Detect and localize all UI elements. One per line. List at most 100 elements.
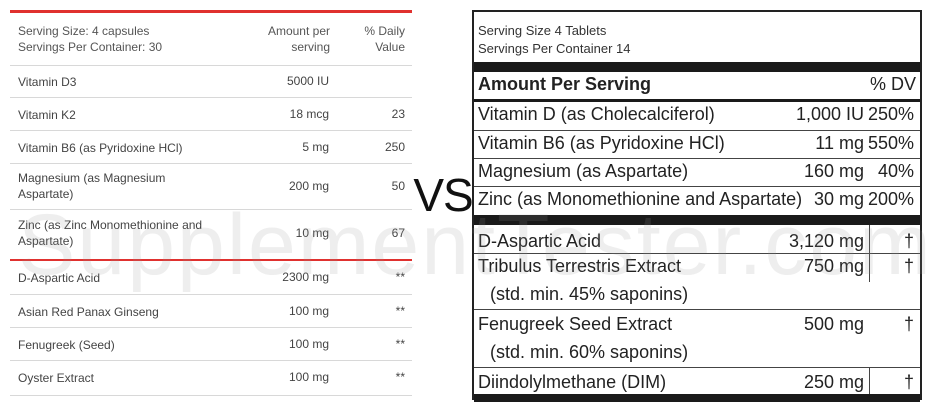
left-header: Serving Size: 4 capsules Servings Per Co…	[10, 13, 412, 70]
right-row-name: Fenugreek Seed Extract	[478, 314, 673, 334]
left-row-name-line1: Magnesium (as Magnesium	[18, 171, 166, 185]
left-row-amount: 5 mg	[302, 140, 329, 154]
left-row: Zinc (as Zinc Monomethionine and Asparta…	[10, 209, 412, 256]
left-supplement-facts: Serving Size: 4 capsules Servings Per Co…	[10, 10, 412, 400]
left-row-amount: 100 mg	[288, 337, 329, 351]
right-column-separator	[869, 254, 870, 282]
left-amount-header: Amount per serving	[248, 23, 330, 55]
left-row-name: Fenugreek (Seed)	[18, 338, 115, 352]
left-row-amount: 200 mg	[288, 179, 329, 193]
right-column-separator	[869, 368, 870, 395]
vs-label: VS	[413, 169, 473, 221]
left-row-amount: 10 mg	[295, 226, 329, 240]
right-row-dv: 40%	[877, 161, 914, 181]
right-row: Fenugreek Seed Extract (std. min. 60% sa…	[474, 309, 920, 368]
right-row-name: Tribulus Terrestris Extract	[478, 256, 682, 276]
right-column-separator	[869, 225, 870, 253]
right-row-amount: 3,120 mg	[788, 231, 864, 251]
right-column-header: Amount Per Serving % DV	[478, 74, 918, 98]
left-row-dv: **	[395, 304, 405, 318]
left-dv-header: % Daily Value	[340, 23, 405, 55]
right-row-dv: †	[903, 231, 914, 251]
left-row-dv: 67	[391, 226, 405, 240]
right-thick-bar	[474, 62, 920, 72]
right-row-amount: 160 mg	[803, 161, 864, 181]
left-serving-size: Serving Size: 4 capsules	[18, 24, 150, 38]
right-section-bar	[474, 215, 920, 225]
left-row-name: Magnesium (as Magnesium Aspartate)	[18, 170, 165, 202]
right-serving-info: Serving Size 4 Tablets Servings Per Cont…	[478, 22, 630, 58]
right-row-amount: 11 mg	[815, 133, 864, 153]
right-row: Vitamin D (as Cholecalciferol) 1,000 IU …	[474, 102, 920, 130]
right-row-name: Vitamin D (as Cholecalciferol)	[478, 104, 715, 124]
right-row-note: (std. min. 60% saponins)	[490, 342, 689, 362]
left-row-name-line1: Zinc (as Zinc Monomethionine and	[18, 218, 203, 232]
left-row: D-Aspartic Acid 2300 mg **	[10, 261, 412, 294]
left-row: Fenugreek (Seed) 100 mg **	[10, 327, 412, 361]
right-row-dv: †	[903, 314, 914, 334]
left-row-dv: 23	[391, 107, 405, 121]
right-serving-size: Serving Size 4 Tablets	[478, 23, 607, 38]
left-servings-per-container: Servings Per Container: 30	[18, 40, 163, 54]
left-red-divider	[10, 259, 412, 261]
left-row-dv: 250	[384, 140, 405, 154]
right-row: Magnesium (as Aspartate) 160 mg 40%	[474, 158, 920, 187]
left-row-name-line2: Aspartate)	[18, 187, 74, 201]
right-row-amount: 500 mg	[803, 314, 864, 334]
left-row-amount: 5000 IU	[286, 74, 329, 88]
left-serving-info: Serving Size: 4 capsules Servings Per Co…	[18, 23, 162, 55]
right-servings-per-container: Servings Per Container 14	[478, 41, 631, 56]
left-row-amount: 2300 mg	[282, 270, 329, 284]
left-row-amount: 100 mg	[288, 304, 329, 318]
right-row-dv: 200%	[867, 189, 914, 209]
left-row-amount: 18 mcg	[289, 107, 329, 121]
left-row-name: D-Aspartic Acid	[18, 271, 101, 285]
right-row-name: Diindolylmethane (DIM)	[478, 372, 667, 392]
left-row: Vitamin K2 18 mcg 23	[10, 97, 412, 131]
left-amount-header-line2: serving	[291, 40, 330, 54]
left-row-dv: **	[395, 370, 405, 384]
right-row-dv: 250%	[867, 104, 914, 124]
right-row-amount: 30 mg	[813, 189, 864, 209]
right-bottom-bar	[474, 394, 920, 402]
left-row-dv: **	[395, 270, 405, 284]
right-row-dv: †	[903, 256, 914, 276]
right-header-bar	[474, 99, 920, 102]
right-row: Tribulus Terrestris Extract (std. min. 4…	[474, 253, 920, 310]
right-dv-header: % DV	[869, 74, 916, 94]
left-row-amount: 100 mg	[288, 370, 329, 384]
right-amount-header: Amount Per Serving	[478, 74, 652, 94]
right-row: Vitamin B6 (as Pyridoxine HCl) 11 mg 550…	[474, 130, 920, 159]
left-top-red-bar	[10, 10, 412, 13]
left-amount-header-line1: Amount per	[267, 24, 330, 38]
right-row-name: D-Aspartic Acid	[478, 231, 602, 251]
right-row-note: (std. min. 45% saponins)	[490, 284, 689, 304]
left-row-name: Asian Red Panax Ginseng	[18, 305, 159, 319]
right-row-amount: 250 mg	[803, 372, 864, 392]
left-row-name: Vitamin K2	[18, 108, 76, 122]
left-row-name: Vitamin B6 (as Pyridoxine HCl)	[18, 141, 183, 155]
left-dv-header-line2: Value	[375, 40, 405, 54]
right-row-amount: 1,000 IU	[795, 104, 864, 124]
right-row-name: Magnesium (as Aspartate)	[478, 161, 689, 181]
right-row-amount: 750 mg	[803, 256, 864, 276]
right-row: D-Aspartic Acid 3,120 mg †	[474, 225, 920, 253]
left-row-dv: **	[395, 337, 405, 351]
left-dv-header-line1: % Daily	[364, 24, 405, 38]
right-row-dv: †	[903, 372, 914, 392]
left-row-name-line2: Aspartate)	[18, 234, 74, 248]
left-row-name: Oyster Extract	[18, 371, 95, 385]
left-row: Oyster Extract 100 mg **	[10, 360, 412, 396]
left-row: Asian Red Panax Ginseng 100 mg **	[10, 294, 412, 328]
left-row: Vitamin D3 5000 IU	[10, 65, 412, 98]
left-row: Magnesium (as Magnesium Aspartate) 200 m…	[10, 163, 412, 210]
right-row-dv: 550%	[867, 133, 914, 153]
left-row-name: Zinc (as Zinc Monomethionine and Asparta…	[18, 217, 202, 249]
right-row: Diindolylmethane (DIM) 250 mg †	[474, 367, 920, 395]
left-row: Vitamin B6 (as Pyridoxine HCl) 5 mg 250	[10, 130, 412, 164]
right-row-name: Vitamin B6 (as Pyridoxine HCl)	[478, 133, 725, 153]
right-supplement-facts: Serving Size 4 Tablets Servings Per Cont…	[472, 10, 922, 402]
left-row-name: Vitamin D3	[18, 75, 77, 89]
right-row: Zinc (as Monomethionine and Aspartate) 3…	[474, 186, 920, 215]
left-row-dv: 50	[391, 179, 405, 193]
